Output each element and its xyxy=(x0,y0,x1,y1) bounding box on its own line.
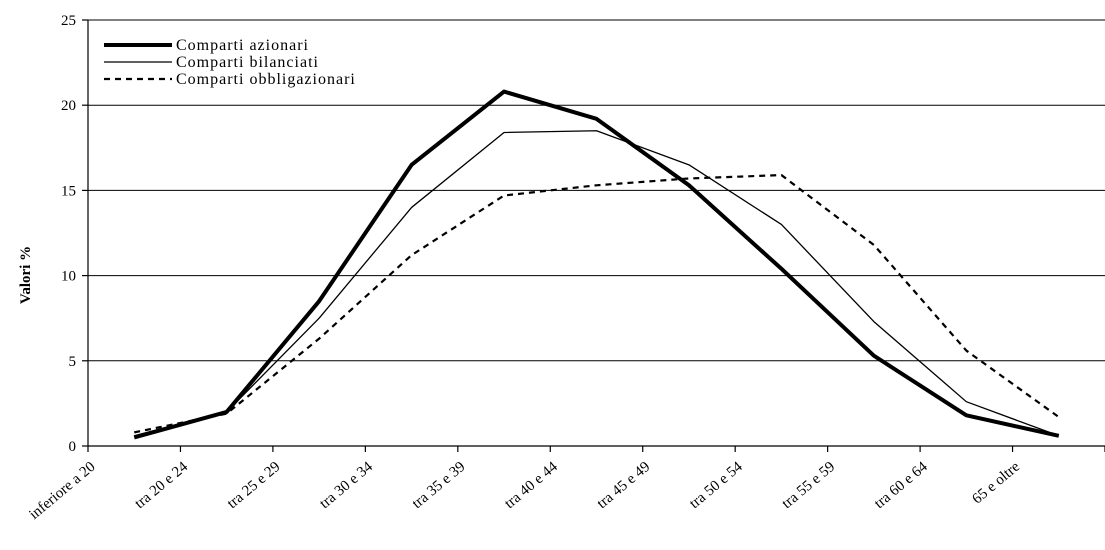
y-tick-labels: 0 5 10 15 20 25 xyxy=(61,13,76,455)
y-tick-label: 15 xyxy=(61,183,76,199)
y-axis-label: Valori % xyxy=(18,246,34,304)
axes xyxy=(82,19,1105,452)
x-tick-label: tra 60 e 64 xyxy=(872,458,931,512)
x-tick-label: tra 35 e 39 xyxy=(409,459,468,512)
x-tick-label: tra 50 e 54 xyxy=(687,458,746,512)
series-line-comparti-bilanciati xyxy=(134,130,1059,437)
x-tick-label: inferiore a 20 xyxy=(26,459,98,523)
y-tick-label: 25 xyxy=(61,13,76,29)
x-tick-label: tra 25 e 29 xyxy=(224,459,283,512)
x-tick-label: tra 55 e 59 xyxy=(779,459,838,512)
y-tick-label: 10 xyxy=(61,269,76,285)
y-tick-label: 20 xyxy=(61,98,76,114)
y-tick-label: 5 xyxy=(69,354,77,370)
y-tick-label: 0 xyxy=(69,439,77,455)
x-tick-label: tra 20 e 24 xyxy=(132,458,191,512)
legend-label: Comparti azionari xyxy=(176,37,309,54)
x-tick-label: tra 30 e 34 xyxy=(317,458,376,512)
legend-label: Comparti bilanciati xyxy=(176,54,319,71)
x-tick-labels: inferiore a 20 tra 20 e 24 tra 25 e 29 tra … xyxy=(26,458,1023,523)
series-lines xyxy=(133,89,1060,440)
legend-label: Comparti obbligazionari xyxy=(176,71,356,88)
gridlines xyxy=(88,19,1105,362)
x-tick-label: 65 e oltre xyxy=(969,459,1023,508)
series-line-comparti-obbligazionari xyxy=(134,173,1060,434)
x-tick-label: tra 45 e 49 xyxy=(594,459,653,512)
series-line-comparti-azionari xyxy=(133,89,1060,440)
x-tick-label: tra 40 e 44 xyxy=(502,458,561,512)
